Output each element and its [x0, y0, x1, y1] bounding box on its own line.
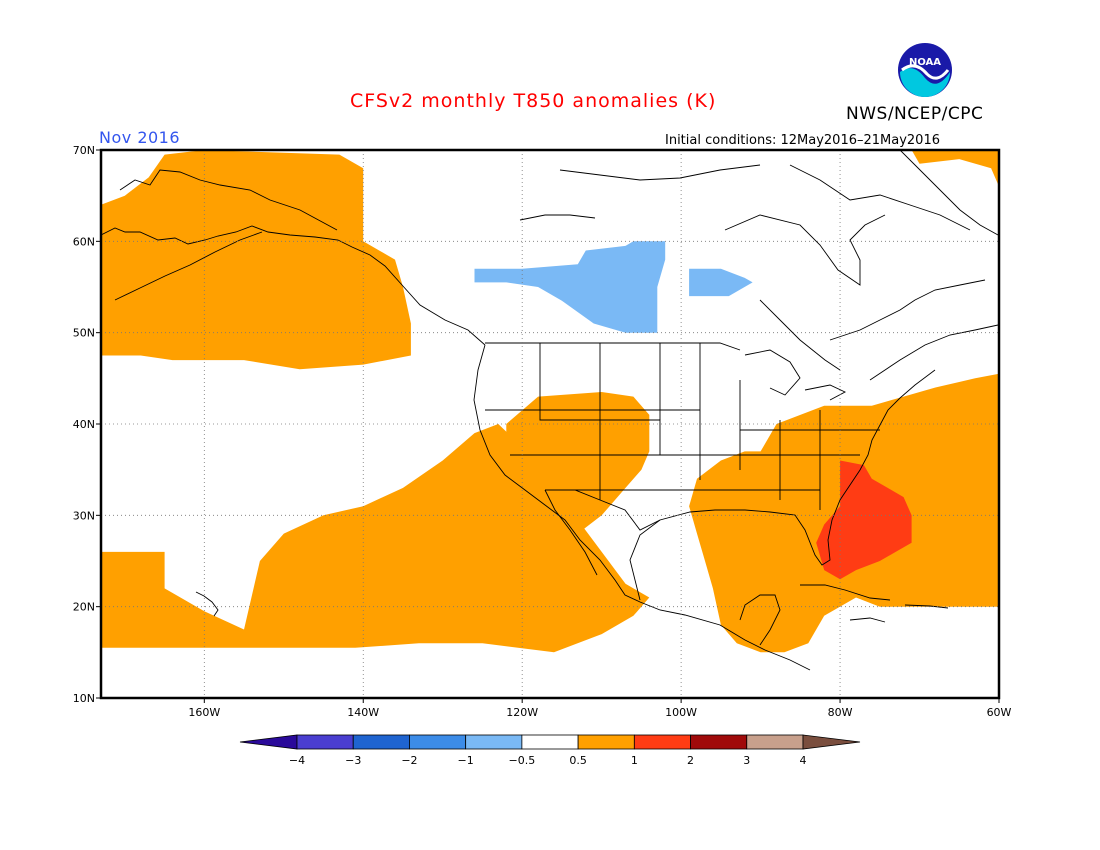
colorbar-bin	[633, 734, 691, 750]
region-hudson-cool	[689, 268, 753, 297]
lon-tick-label: 80W	[828, 706, 853, 719]
lat-tick-label: 70N	[73, 144, 95, 157]
colorbar-label: −3	[345, 754, 361, 767]
colorbar: −4 −3 −2 −1 −0.5 0.5 1 2 3 4	[239, 734, 861, 767]
lat-tick-label: 60N	[73, 235, 95, 248]
lat-tick-label: 40N	[73, 418, 95, 431]
anomaly-regions	[101, 150, 999, 653]
lat-tick-label: 30N	[73, 509, 95, 522]
region-southwest-us-warm	[506, 392, 650, 534]
colorbar-label: 0.5	[569, 754, 587, 767]
colorbar-bin	[802, 734, 861, 750]
noaa-logo: NOAA	[898, 43, 952, 97]
initial-conditions: Initial conditions: 12May2016–21May2016	[665, 133, 940, 148]
colorbar-bin	[577, 734, 635, 750]
lon-tick-label: 100W	[665, 706, 697, 719]
coastlines-borders	[101, 150, 999, 671]
lon-tick-label: 60W	[987, 706, 1012, 719]
logo-text: NOAA	[909, 57, 941, 68]
colorbar-label: 3	[743, 754, 750, 767]
lon-tick-label: 140W	[347, 706, 379, 719]
map-title: CFSv2 monthly T850 anomalies (K)	[350, 90, 717, 112]
colorbar-bin	[296, 734, 354, 750]
graticule	[101, 150, 999, 698]
colorbar-bin	[690, 734, 748, 750]
colorbar-label: −4	[289, 754, 305, 767]
lon-tick-label: 120W	[506, 706, 538, 719]
lon-tick-label: 160W	[188, 706, 220, 719]
colorbar-label: −1	[458, 754, 474, 767]
lat-tick-label: 50N	[73, 327, 95, 340]
region-canada-cool	[474, 241, 666, 333]
colorbar-bin	[352, 734, 410, 750]
map-axes: 160W 140W 120W 100W 80W 60W 10N 20N 30N 40N 50N 60N…	[73, 144, 1012, 719]
forecast-month: Nov 2016	[99, 128, 181, 147]
colorbar-label: −2	[401, 754, 417, 767]
lat-tick-label: 20N	[73, 601, 95, 614]
region-alaska-gulf-warm	[101, 150, 411, 370]
colorbar-bin	[409, 734, 467, 750]
agency-label: NWS/NCEP/CPC	[846, 104, 984, 124]
region-atlantic-far-north-warm	[911, 150, 999, 187]
colorbar-bin	[521, 734, 579, 750]
lat-tick-label: 10N	[73, 692, 95, 705]
colorbar-bin	[746, 734, 804, 750]
colorbar-label: −0.5	[509, 754, 536, 767]
region-pacific-subtropical-warm	[101, 424, 650, 653]
region-atlantic-strong-warm	[816, 460, 912, 580]
colorbar-bin	[239, 734, 298, 750]
colorbar-label: 4	[800, 754, 807, 767]
colorbar-label: 1	[631, 754, 638, 767]
colorbar-label: 2	[687, 754, 694, 767]
colorbar-bin	[465, 734, 523, 750]
